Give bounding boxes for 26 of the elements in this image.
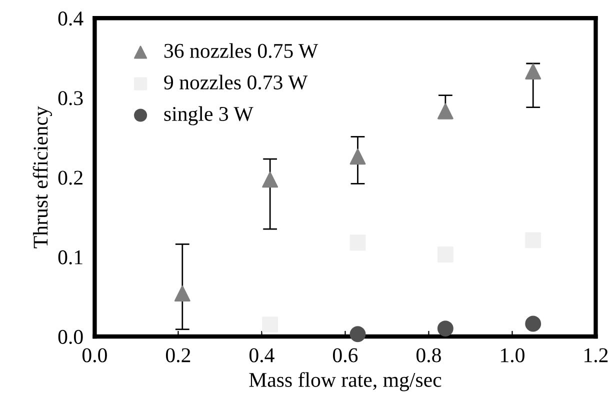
y-tick-label: 0.0 [58, 330, 83, 344]
y-tick-label: 0.3 [58, 91, 83, 106]
legend-label: 9 nozzles 0.73 W [164, 74, 308, 90]
point [350, 326, 366, 342]
point [350, 148, 366, 165]
y-tick-label: 0.1 [58, 250, 82, 264]
x-tick-label: 1.0 [501, 348, 524, 362]
point [525, 316, 542, 332]
point [437, 103, 454, 120]
x-tick-label: 1.2 [584, 348, 608, 362]
x-tick-label: 0.4 [249, 348, 274, 362]
point [262, 172, 278, 188]
legend-label: 36 nozzles 0.75 W [164, 43, 318, 58]
legend-label: single 3 W [164, 106, 254, 126]
point [262, 316, 278, 333]
x-tick-label: 0.6 [332, 348, 358, 362]
x-tick-label: 0.0 [82, 348, 107, 362]
y-tick-label: 0.4 [58, 12, 84, 26]
point [174, 286, 190, 302]
x-tick-label: 0.2 [166, 348, 190, 362]
point [525, 63, 542, 80]
x-tick-label: 0.8 [416, 348, 441, 362]
y-tick-label: 0.2 [58, 170, 82, 185]
y-axis-title: Thrust efficiency [32, 106, 52, 248]
x-axis-title: Mass flow rate, mg/sec [249, 372, 442, 392]
point [437, 320, 454, 337]
